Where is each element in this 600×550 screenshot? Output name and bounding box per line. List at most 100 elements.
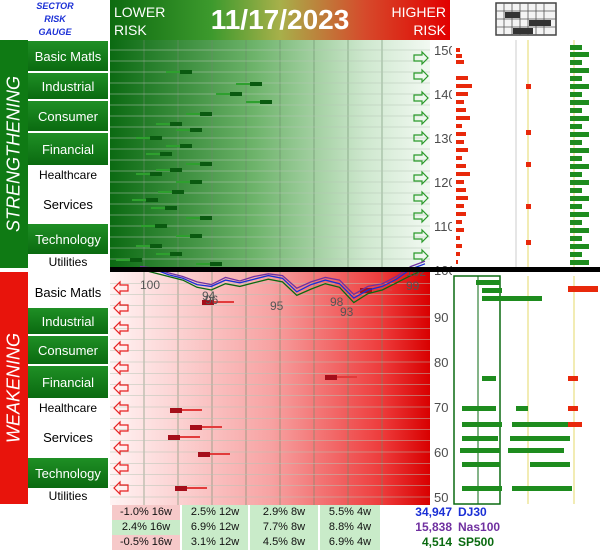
signal-bar-green (570, 244, 589, 249)
dj30-value: 34,947 (415, 505, 452, 519)
weak-trail (182, 409, 202, 411)
signal-bar-red (568, 406, 578, 411)
strength-marker (260, 100, 272, 104)
signal-bar-red (456, 204, 464, 208)
signal-bar-green (570, 220, 582, 225)
strength-trail (166, 71, 180, 73)
risk-header: LOWER RISK 11/17/2023 HIGHER RISK (110, 0, 450, 40)
strength-marker (170, 122, 182, 126)
strong-sector-consumer: Consumer (28, 101, 108, 131)
signal-bar-green (570, 156, 582, 161)
signal-bar-red (456, 212, 466, 216)
weak-marker (202, 300, 214, 305)
gauge-title-line-3: GAUGE (38, 27, 72, 37)
left-arrow-icon (113, 320, 129, 336)
signal-bar-green (508, 448, 564, 453)
signal-bar-green (570, 52, 589, 57)
weak-trail (180, 436, 200, 438)
left-arrow-icon (113, 340, 129, 356)
strength-marker (200, 216, 212, 220)
perf-cell: 2.5% 12w (182, 505, 248, 520)
signal-bar-green (570, 236, 582, 241)
signal-bar-green (570, 84, 589, 89)
y-tick-label: 110 (434, 219, 452, 234)
weak-marker (175, 486, 187, 491)
strength-trail (216, 93, 230, 95)
chart-annotation: 98 (330, 295, 344, 309)
signal-bar-green (570, 180, 589, 185)
lower-risk-label: LOWER RISK (114, 3, 165, 39)
strength-trail (196, 263, 210, 265)
nas100-value: 15,838 (415, 520, 452, 534)
perf-cell: 5.5% 4w (320, 505, 380, 520)
right-signal-panel (452, 40, 600, 505)
signal-bar-red (568, 286, 598, 292)
signal-bar-green (570, 108, 582, 113)
perf-cell: 6.9% 12w (182, 520, 248, 535)
strength-trail (246, 101, 260, 103)
strength-marker (150, 244, 162, 248)
strength-marker (150, 172, 162, 176)
strength-trail (186, 163, 200, 165)
chart-annotation: 99 (406, 279, 420, 293)
nas100-label: Nas100 (458, 520, 501, 534)
strength-marker (210, 262, 222, 266)
strength-trail (151, 207, 165, 209)
signal-bar-red (456, 84, 472, 88)
signal-bar-red (456, 156, 462, 160)
perf-cell: 3.1% 12w (182, 535, 248, 550)
weak-trail (202, 426, 222, 428)
signal-bar-red (568, 376, 578, 381)
strength-marker (170, 252, 182, 256)
signal-bar-green (570, 100, 589, 105)
signal-bar-red (456, 244, 462, 248)
strength-marker (170, 168, 182, 172)
signal-bar-red (456, 236, 460, 240)
perf-cell: 8.8% 4w (320, 520, 380, 535)
signal-bar-red (456, 220, 462, 224)
strengthening-band (0, 40, 28, 268)
signal-bar-green (462, 406, 496, 411)
weak-marker (170, 408, 182, 413)
signal-dot-red (526, 204, 531, 209)
signal-bar-green (462, 422, 502, 427)
left-arrow-icon (113, 460, 129, 476)
perf-cell: 2.4% 16w (112, 520, 180, 535)
signal-bar-red (456, 92, 468, 96)
gauge-title-line-2: RISK (44, 14, 66, 24)
gauge-title: SECTOR RISK GAUGE (0, 0, 110, 40)
strong-sector-healthcare: Healthcare (28, 165, 108, 185)
y-tick-label: 150 (434, 43, 452, 58)
signal-dot-red (526, 84, 531, 89)
strength-marker (146, 198, 158, 202)
strength-marker (160, 152, 172, 156)
signal-bar-red (456, 180, 464, 184)
signal-bar-red (456, 54, 462, 58)
weak-trail (337, 376, 357, 378)
signal-bar-red (456, 132, 466, 136)
strong-sector-financial: Financial (28, 133, 108, 165)
strength-marker (190, 128, 202, 132)
chart-annotation: 100 (140, 278, 160, 292)
strength-marker (165, 206, 177, 210)
y-tick-label: 50 (434, 490, 448, 505)
signal-bar-red (456, 260, 458, 264)
perf-cell: -0.5% 16w (112, 535, 180, 550)
right-arrow-icon (413, 208, 429, 224)
strength-marker (190, 180, 202, 184)
chart-annotation: 96 (205, 293, 219, 307)
strength-trail (166, 145, 180, 147)
signal-bar-green (476, 280, 500, 285)
weak-sector-consumer: Consumer (28, 336, 108, 364)
dj30-label: DJ30 (458, 505, 487, 519)
strength-trail (116, 259, 130, 261)
right-arrow-icon (413, 248, 429, 264)
left-arrow-icon (113, 420, 129, 436)
strength-trail (156, 123, 170, 125)
weakening-band (0, 272, 28, 504)
signal-bar-green (462, 436, 498, 441)
signal-bar-green (516, 406, 528, 411)
left-arrow-icon (113, 300, 129, 316)
left-arrow-icon (113, 440, 129, 456)
strength-trail (132, 199, 146, 201)
